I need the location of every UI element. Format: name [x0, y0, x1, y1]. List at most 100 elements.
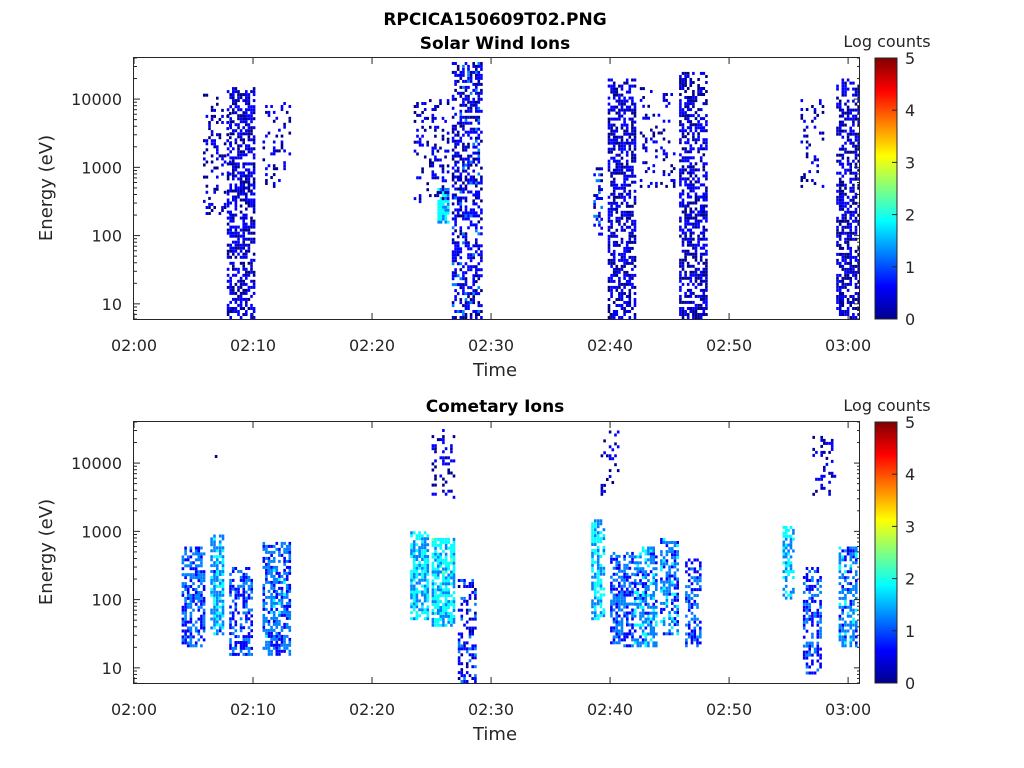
heatmap-cell	[446, 193, 450, 197]
heatmap-cell	[434, 620, 437, 624]
heatmap-cell	[636, 641, 640, 645]
heatmap-cell	[234, 186, 238, 190]
heatmap-cell	[431, 119, 435, 123]
heatmap-cell	[242, 644, 246, 647]
heatmap-cell	[471, 626, 474, 630]
heatmap-cell	[442, 609, 445, 612]
heatmap-cell	[468, 593, 472, 597]
heatmap-cell	[612, 608, 616, 612]
heatmap-cell	[210, 578, 213, 582]
heatmap-cell	[431, 570, 435, 574]
heatmap-cell	[223, 202, 227, 206]
heatmap-cell	[644, 632, 648, 636]
heatmap-cell	[452, 620, 456, 624]
heatmap-cell	[477, 253, 481, 257]
heatmap-cell	[595, 167, 599, 171]
heatmap-cell	[689, 288, 693, 292]
heatmap-cell	[620, 587, 624, 591]
heatmap-cell	[431, 462, 435, 466]
heatmap-cell	[800, 176, 804, 179]
heatmap-cell	[213, 555, 216, 559]
heatmap-cell	[186, 555, 190, 559]
heatmap-cell	[275, 595, 279, 599]
colorbar-tick-label: 3	[905, 153, 915, 172]
heatmap-cell	[676, 586, 679, 590]
heatmap-cell	[607, 243, 611, 247]
heatmap-cell	[644, 611, 648, 615]
heatmap-cell	[841, 165, 845, 169]
heatmap-cell	[641, 638, 645, 642]
heatmap-cell	[462, 190, 465, 194]
heatmap-cell	[232, 288, 235, 292]
heatmap-cell	[229, 142, 232, 146]
heatmap-cell	[639, 582, 642, 586]
heatmap-cell	[262, 583, 266, 587]
heatmap-cell	[681, 108, 685, 112]
heatmap-cell	[618, 584, 621, 588]
heatmap-cell	[452, 537, 456, 541]
heatmap-cell	[477, 64, 481, 68]
heatmap-cell	[841, 198, 845, 202]
heatmap-cell	[189, 561, 193, 565]
heatmap-cell	[278, 179, 281, 182]
heatmap-cell	[439, 582, 443, 586]
heatmap-cell	[436, 105, 440, 108]
heatmap-cell	[705, 243, 708, 247]
heatmap-cell	[239, 629, 243, 633]
heatmap-cell	[275, 571, 279, 575]
heatmap-cell	[213, 549, 216, 553]
heatmap-cell	[247, 108, 251, 112]
heatmap-cell	[702, 307, 706, 310]
heatmap-cell	[275, 116, 279, 120]
heatmap-cell	[210, 564, 213, 568]
heatmap-cell	[625, 99, 629, 103]
heatmap-cell	[699, 204, 703, 208]
heatmap-cell	[792, 590, 795, 594]
heatmap-cell	[620, 156, 624, 160]
heatmap-cell	[418, 546, 421, 550]
heatmap-cell	[636, 588, 640, 591]
heatmap-cell	[245, 578, 248, 582]
heatmap-cell	[189, 617, 193, 621]
heatmap-cell	[462, 133, 465, 137]
heatmap-cell	[221, 611, 225, 615]
heatmap-cell	[694, 307, 698, 310]
heatmap-cell	[647, 546, 650, 550]
heatmap-cell	[213, 108, 216, 112]
heatmap-cell	[841, 195, 845, 199]
heatmap-cell	[852, 273, 855, 277]
heatmap-cell	[434, 573, 437, 577]
heatmap-cell	[216, 187, 219, 191]
heatmap-cell	[229, 201, 232, 205]
heatmap-cell	[687, 585, 691, 589]
heatmap-cell	[610, 204, 613, 208]
heatmap-cell	[591, 563, 594, 567]
heatmap-cell	[705, 90, 708, 93]
heatmap-cell	[239, 285, 243, 289]
heatmap-cell	[702, 231, 706, 235]
heatmap-cell	[623, 578, 626, 582]
heatmap-cell	[684, 102, 687, 106]
heatmap-cell	[684, 71, 687, 75]
heatmap-cell	[702, 261, 706, 265]
heatmap-cell	[426, 558, 430, 561]
heatmap-cell	[184, 576, 187, 580]
heatmap-cell	[250, 261, 253, 265]
heatmap-cell	[821, 137, 825, 141]
heatmap-cell	[620, 210, 624, 214]
heatmap-cell	[705, 294, 708, 298]
heatmap-cell	[181, 561, 185, 565]
heatmap-cell	[247, 183, 251, 187]
heatmap-cell	[849, 81, 852, 85]
heatmap-cell	[232, 111, 235, 115]
heatmap-cell	[247, 198, 251, 202]
heatmap-cell	[852, 264, 855, 268]
heatmap-cell	[197, 549, 201, 553]
heatmap-cell	[836, 228, 839, 232]
heatmap-cell	[459, 262, 463, 266]
heatmap-cell	[620, 264, 624, 268]
heatmap-cell	[694, 285, 698, 289]
heatmap-cell	[789, 546, 793, 550]
heatmap-cell	[250, 222, 253, 226]
heatmap-cell	[591, 566, 594, 570]
